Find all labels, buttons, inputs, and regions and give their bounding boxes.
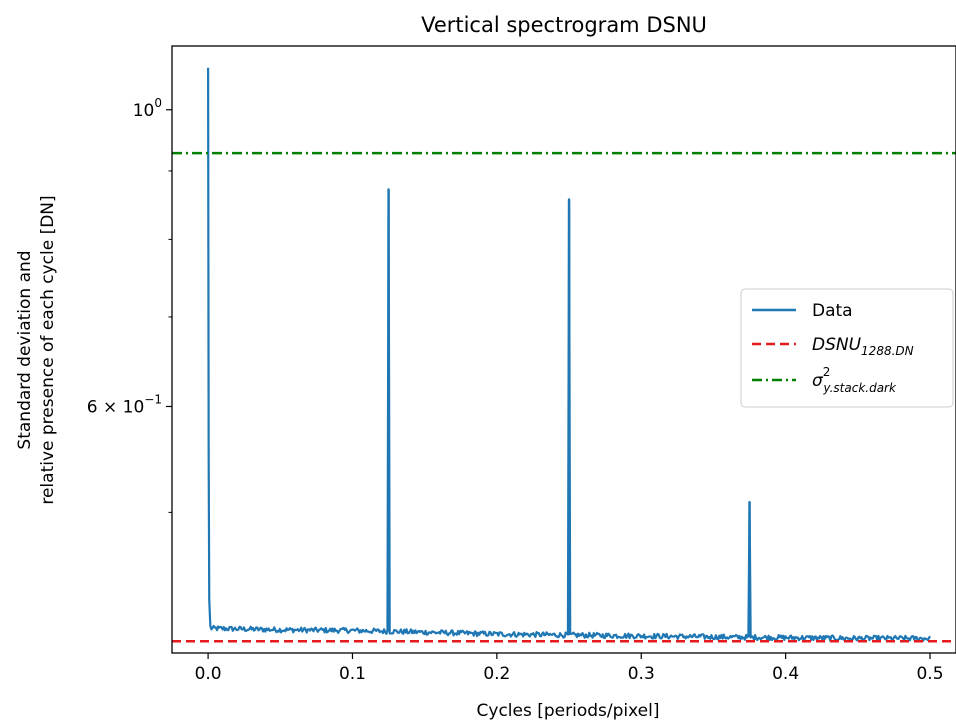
x-tick-label-3: 0.3	[628, 664, 655, 684]
y-tick-label-1: 6 × 10−1	[87, 392, 162, 417]
x-tick-label-1: 0.1	[339, 664, 366, 684]
y-axis: 100 6 × 10−1	[87, 96, 172, 513]
legend-label-data: Data	[812, 301, 853, 321]
legend-box	[740, 288, 954, 408]
legend-label-sigma-main: σ	[812, 371, 824, 391]
y-axis-label-line-1: Standard deviation and	[15, 250, 35, 449]
y-tick-label-0: 100	[133, 96, 162, 121]
plot-area	[172, 67, 956, 643]
x-axis: 0.0 0.1 0.2 0.3 0.4 0.5	[195, 653, 944, 684]
chart-title: Vertical spectrogram DSNU	[421, 13, 707, 37]
x-tick-label-5: 0.5	[916, 664, 943, 684]
x-tick-label-2: 0.2	[483, 664, 510, 684]
x-tick-label-0: 0.0	[195, 664, 222, 684]
legend: Data DSNU1288.DN σ2 y.stack.dark	[740, 288, 954, 408]
legend-label-dsnu-sub: 1288.DN	[861, 344, 914, 358]
x-tick-label-4: 0.4	[772, 664, 799, 684]
legend-label-sigma: σ2 y.stack.dark	[812, 365, 897, 395]
legend-label-sigma-sup: 2	[823, 365, 831, 379]
legend-label-sigma-sub: y.stack.dark	[822, 381, 897, 395]
y-axis-label-line-2: relative presence of each cycle [DN]	[38, 195, 58, 504]
legend-label-dsnu-main: DSNU	[812, 335, 862, 355]
legend-label-dsnu: DSNU1288.DN	[812, 335, 914, 358]
x-axis-label: Cycles [periods/pixel]	[477, 701, 660, 721]
plot-frame	[171, 45, 956, 654]
